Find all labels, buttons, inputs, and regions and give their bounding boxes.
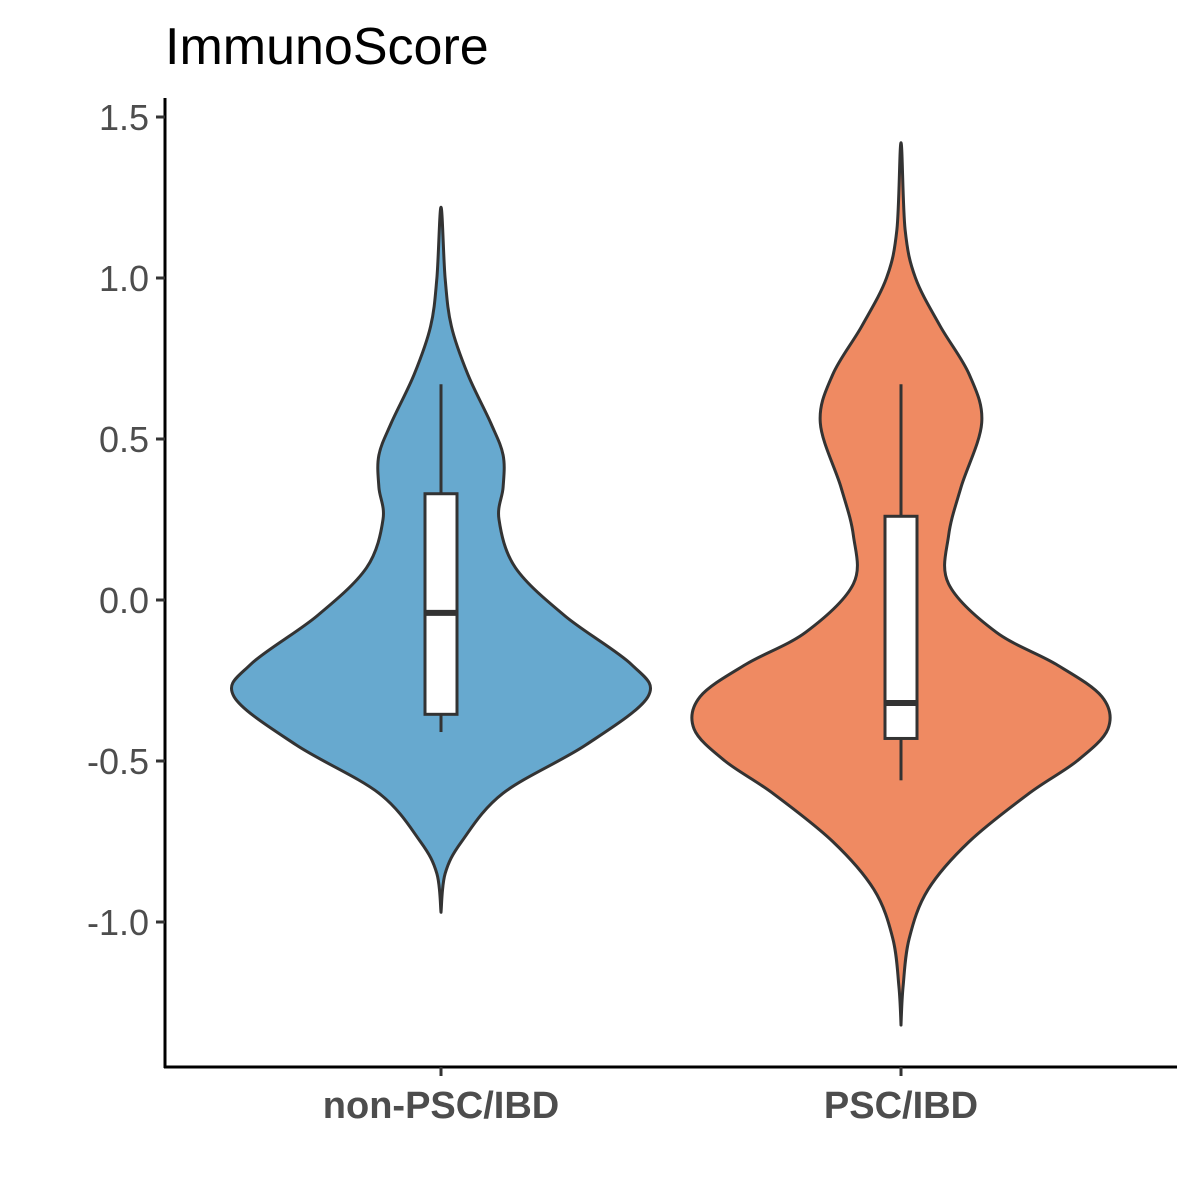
box-iqr-0 bbox=[423, 492, 459, 716]
y-tick-label-1: 1.0 bbox=[99, 258, 149, 299]
y-tick-label-0: 1.5 bbox=[99, 97, 149, 138]
x-tick-label-0: non-PSC/IBD bbox=[323, 1085, 559, 1127]
y-tick-label-2: 0.5 bbox=[99, 419, 149, 460]
y-tick-label-4: -0.5 bbox=[87, 741, 149, 782]
y-tick-label-3: 0.0 bbox=[99, 580, 149, 621]
x-tick-label-1: PSC/IBD bbox=[824, 1085, 978, 1127]
y-tick-label-5: -1.0 bbox=[87, 902, 149, 943]
chart-title: ImmunoScore bbox=[165, 18, 489, 76]
violins-layer bbox=[229, 141, 1112, 1027]
y-axis-ticks: 1.5 1.0 0.5 0.0 -0.5 -1.0 bbox=[87, 97, 165, 943]
boxplots-layer bbox=[423, 384, 919, 781]
x-axis-ticks: non-PSC/IBD PSC/IBD bbox=[323, 1067, 978, 1127]
